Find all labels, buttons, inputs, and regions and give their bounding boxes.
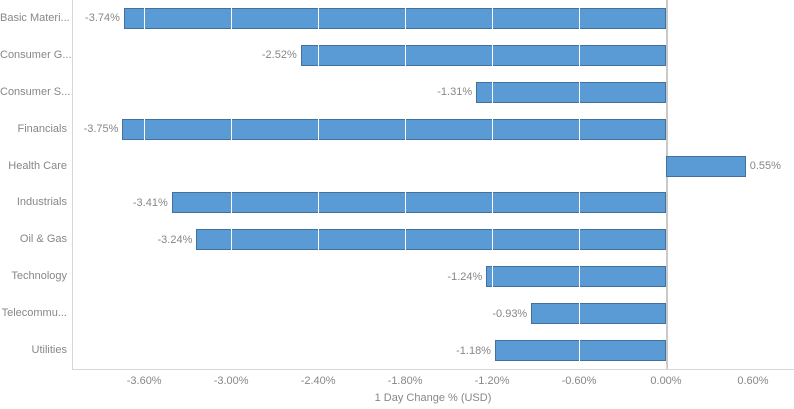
bar[interactable] (171, 192, 666, 214)
value-label: -1.18% (456, 344, 491, 357)
bar[interactable] (486, 266, 666, 288)
gridline (231, 0, 233, 369)
value-label: -2.52% (261, 49, 297, 62)
bar[interactable] (300, 44, 666, 66)
x-axis-line (72, 369, 794, 370)
x-axis-tick-label: -2.40% (300, 375, 336, 387)
value-label: -3.75% (83, 123, 119, 136)
value-label: -1.31% (437, 86, 473, 99)
category-label: Telecommu... (1, 307, 67, 320)
zero-line (666, 0, 668, 369)
value-label: -0.93% (492, 307, 528, 320)
category-label: Technology (11, 270, 67, 283)
bar[interactable] (494, 340, 666, 362)
bar[interactable] (666, 155, 746, 177)
x-axis-title: 1 Day Change % (USD) (374, 392, 492, 404)
value-label: 0.55% (749, 160, 781, 173)
category-label: Financials (17, 122, 67, 135)
bar[interactable] (123, 7, 666, 29)
gridline (144, 0, 146, 369)
x-axis-tick-label: -0.60% (561, 375, 597, 387)
x-axis-tick-label: 0.60% (737, 375, 769, 387)
gridline (492, 0, 494, 369)
category-label: Basic Materi... (0, 11, 70, 24)
y-axis-line (72, 0, 73, 369)
x-axis-tick-label: 0.00% (650, 375, 682, 387)
x-axis-tick-label: -1.80% (387, 375, 423, 387)
x-axis-tick-label: -3.00% (213, 375, 249, 387)
category-label: Consumer G... (0, 48, 72, 61)
bar[interactable] (122, 118, 666, 140)
x-axis-tick-label: -1.20% (474, 375, 510, 387)
x-axis-tick-mark (666, 364, 667, 369)
value-label: -3.41% (132, 196, 168, 209)
value-label: -3.24% (157, 233, 193, 246)
category-label: Oil & Gas (19, 233, 67, 246)
bar[interactable] (196, 229, 666, 251)
category-label: Consumer S... (0, 85, 71, 98)
value-label: -1.24% (447, 270, 483, 283)
category-label: Industrials (16, 196, 67, 209)
bar[interactable] (531, 303, 666, 325)
category-label: Health Care (8, 159, 67, 172)
bar[interactable] (476, 81, 666, 103)
gridline (752, 0, 754, 369)
category-label: Utilities (31, 344, 67, 357)
gridline (318, 0, 320, 369)
value-label: -3.74% (85, 12, 120, 25)
gridline (405, 0, 407, 369)
x-axis-tick-label: -3.60% (126, 375, 162, 387)
gridline (579, 0, 581, 369)
